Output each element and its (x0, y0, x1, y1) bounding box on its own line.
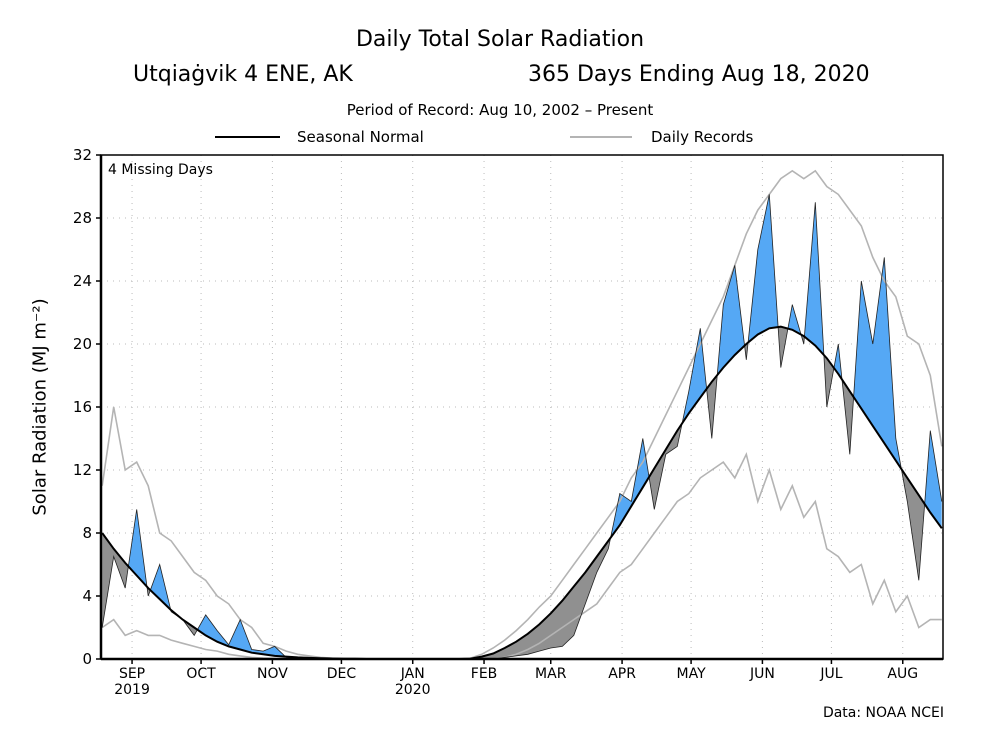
legend-records-label: Daily Records (651, 128, 754, 146)
x-tick-label: AUG (887, 666, 918, 682)
x-tick-label: DEC (327, 666, 357, 682)
y-tick-label: 32 (73, 146, 92, 164)
y-tick-label: 24 (73, 272, 92, 290)
x-tick-year-label: 2020 (395, 682, 431, 698)
x-tick-label: APR (608, 666, 636, 682)
x-tick-label: JAN (400, 666, 425, 682)
x-tick-label: JUL (819, 666, 842, 682)
x-tick-year-label: 2019 (114, 682, 150, 698)
x-tick-label: MAR (535, 666, 567, 682)
y-tick-label: 8 (82, 524, 92, 542)
x-tick-label: SEP (119, 666, 145, 682)
missing-days-annotation: 4 Missing Days (108, 162, 213, 178)
y-tick-label: 4 (82, 587, 92, 605)
period-label: 365 Days Ending Aug 18, 2020 (528, 62, 870, 87)
seasonal-normal-line (101, 325, 943, 660)
y-tick-label: 28 (73, 209, 92, 227)
chart-title: Daily Total Solar Radiation (355, 27, 645, 52)
x-tick-label: OCT (186, 666, 216, 682)
record-high-line (101, 169, 943, 660)
observed-line (101, 194, 943, 660)
period-of-record: Period of Record: Aug 10, 2002 – Present (346, 101, 654, 119)
x-tick-label: FEB (471, 666, 498, 682)
data-credit: Data: NOAA NCEI (822, 705, 944, 721)
y-tick-label: 0 (82, 650, 92, 668)
x-tick-label: JUN (749, 666, 775, 682)
above-normal-fill (102, 194, 942, 659)
x-tick-label: MAY (677, 666, 707, 682)
y-tick-label: 20 (73, 335, 92, 353)
y-tick-label: 16 (73, 398, 92, 416)
legend-normal-label: Seasonal Normal (297, 128, 424, 146)
y-tick-label: 12 (73, 461, 92, 479)
x-tick-label: NOV (257, 666, 288, 682)
station-name: Utqiaġvik 4 ENE, AK (133, 62, 353, 87)
record-low-line (101, 451, 942, 660)
